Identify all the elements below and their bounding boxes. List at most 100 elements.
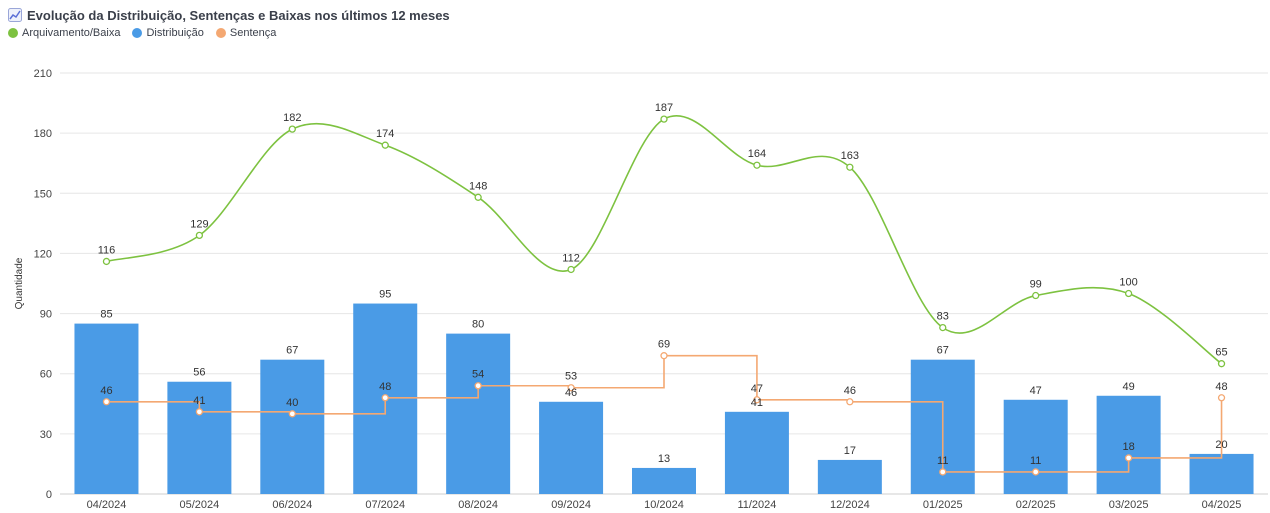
point-sentenca (288, 410, 296, 418)
x-tick-label: 04/2025 (1202, 499, 1242, 511)
x-tick-label: 09/2024 (551, 499, 591, 511)
point-sentenca (1032, 468, 1040, 476)
point-sentenca (1124, 454, 1133, 462)
point-sentenca (474, 382, 482, 390)
lines-layer (102, 115, 1226, 476)
data-label-arquivamento-baixa: 174 (376, 128, 394, 140)
x-tick-label: 01/2025 (923, 499, 963, 511)
bar (446, 333, 511, 494)
data-label-sentenca: 53 (565, 371, 577, 383)
y-tick-label: 210 (34, 68, 52, 80)
grid-lines (60, 72, 1268, 495)
data-label-sentenca: 18 (1122, 441, 1134, 453)
data-label-distribuicao: 80 (472, 319, 484, 331)
bar (1096, 395, 1161, 494)
line-arquivamento-baixa (106, 115, 1223, 365)
legend-label-distribuicao: Distribuição (146, 27, 204, 39)
point-sentenca (660, 352, 668, 360)
x-tick-label: 08/2024 (458, 499, 498, 511)
bar (817, 459, 882, 494)
point-sentenca (846, 398, 854, 406)
point-arquivamento-baixa (846, 163, 854, 171)
data-label-sentenca: 48 (1215, 381, 1227, 393)
data-label-arquivamento-baixa: 182 (283, 112, 301, 124)
data-label-arquivamento-baixa: 164 (748, 148, 766, 160)
bar (1189, 453, 1254, 494)
x-tick-label: 05/2024 (180, 499, 220, 511)
point-arquivamento-baixa (567, 265, 575, 274)
data-label-arquivamento-baixa: 116 (98, 244, 116, 256)
legend-swatch-distribuicao (132, 28, 143, 38)
data-label-sentenca: 46 (100, 385, 112, 397)
bar (632, 467, 696, 494)
point-arquivamento-baixa (102, 257, 111, 266)
point-arquivamento-baixa (474, 193, 482, 201)
data-label-arquivamento-baixa: 99 (1030, 279, 1042, 291)
data-label-distribuicao: 17 (844, 445, 856, 457)
data-label-sentenca: 47 (751, 383, 763, 395)
data-label-sentenca: 46 (844, 385, 856, 397)
point-arquivamento-baixa (1217, 360, 1226, 368)
data-label-distribuicao: 95 (379, 289, 391, 301)
data-label-distribuicao: 49 (1122, 381, 1134, 393)
point-sentenca (1217, 394, 1226, 402)
data-label-arquivamento-baixa: 163 (841, 150, 859, 162)
point-sentenca (567, 384, 575, 392)
data-label-sentenca: 11 (937, 455, 948, 467)
bar (167, 381, 232, 494)
data-label-arquivamento-baixa: 148 (469, 180, 487, 192)
legend-item-distribuicao[interactable]: Distribuição (132, 27, 204, 39)
bar (74, 323, 139, 494)
legend-item-sentenca[interactable]: Sentença (215, 27, 276, 39)
point-arquivamento-baixa (753, 161, 761, 169)
point-sentenca (381, 394, 389, 402)
x-tick-label: 11/2024 (737, 499, 776, 511)
point-arquivamento-baixa (195, 231, 204, 240)
data-label-sentenca: 11 (1030, 455, 1041, 467)
data-label-distribuicao: 41 (751, 397, 763, 409)
x-tick-label: 03/2025 (1109, 499, 1149, 511)
data-label-arquivamento-baixa: 112 (562, 252, 580, 264)
data-label-arquivamento-baixa: 65 (1215, 347, 1227, 359)
point-arquivamento-baixa (381, 141, 389, 149)
chart-line-icon (8, 8, 22, 22)
data-label-sentenca: 41 (193, 395, 205, 407)
x-tick-label: 12/2024 (830, 499, 870, 511)
bars-distribuicao (74, 303, 1254, 494)
point-sentenca (195, 408, 204, 416)
bar (539, 401, 604, 494)
x-tick-label: 02/2025 (1016, 499, 1056, 511)
data-label-arquivamento-baixa: 100 (1119, 277, 1137, 289)
point-arquivamento-baixa (939, 323, 947, 332)
chart-legend: Arquivamento/Baixa Distribuição Sentença (8, 27, 288, 39)
point-sentenca (102, 398, 111, 406)
y-tick-label: 180 (34, 128, 52, 140)
data-label-sentenca: 48 (379, 381, 391, 393)
legend-label-baixa: Arquivamento/Baixa (22, 27, 121, 39)
data-label-distribuicao: 56 (193, 367, 205, 379)
point-sentenca (753, 396, 761, 404)
legend-swatch-sentenca (215, 28, 226, 38)
x-axis: 04/2024 05/2024 06/2024 07/2024 08/2024 09/20… (87, 499, 1242, 511)
point-arquivamento-baixa (660, 115, 668, 123)
y-axis: 0 30 60 90 120 150 180 210 (34, 68, 52, 501)
x-tick-label: 10/2024 (644, 499, 684, 511)
data-label-distribuicao: 20 (1215, 439, 1227, 451)
data-label-arquivamento-baixa: 129 (190, 218, 208, 230)
data-label-sentenca: 40 (286, 397, 298, 409)
x-tick-label: 06/2024 (272, 499, 312, 511)
data-label-arquivamento-baixa: 187 (655, 102, 673, 114)
data-label-sentenca: 69 (658, 339, 670, 351)
data-label-distribuicao: 67 (937, 345, 949, 357)
bar (260, 359, 325, 494)
chart-title-row: Evolução da Distribuição, Sentenças e Ba… (8, 6, 450, 24)
legend-item-baixa[interactable]: Arquivamento/Baixa (8, 27, 120, 39)
data-label-distribuicao: 13 (658, 453, 670, 465)
data-label-distribuicao: 46 (565, 387, 577, 399)
y-tick-label: 90 (40, 309, 52, 321)
data-label-sentenca: 54 (472, 369, 484, 381)
y-tick-label: 60 (40, 369, 52, 381)
y-tick-label: 120 (34, 248, 52, 260)
data-label-distribuicao: 67 (286, 345, 298, 357)
